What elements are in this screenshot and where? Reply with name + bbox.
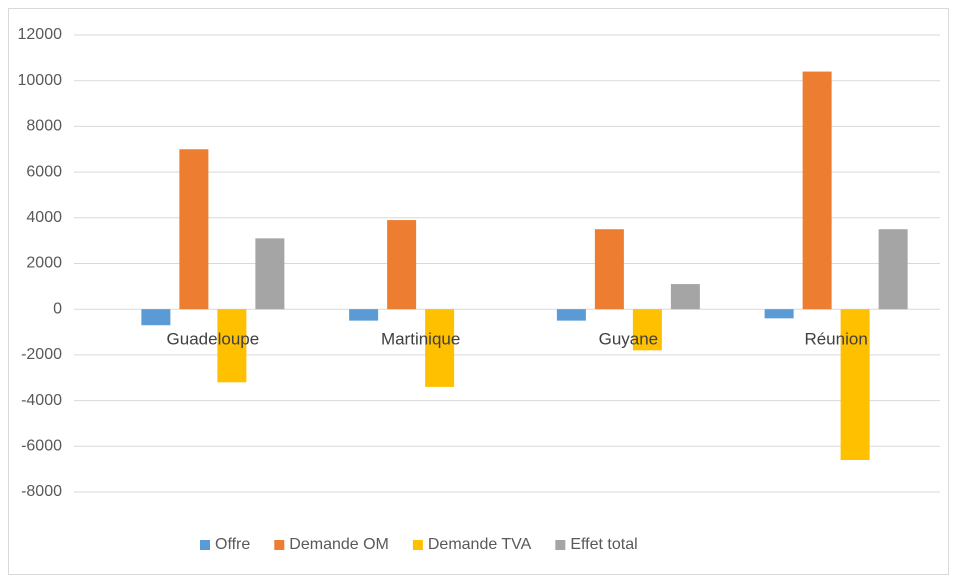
- bar: [594, 229, 624, 310]
- y-tick-label: 0: [53, 300, 62, 317]
- y-tick-label: -2000: [21, 346, 62, 363]
- bar: [632, 309, 662, 351]
- bar: [764, 309, 794, 319]
- legend-label: Effet total: [570, 536, 637, 553]
- bar: [878, 229, 908, 310]
- bar: [556, 309, 586, 321]
- legend-swatch: [555, 540, 566, 550]
- legend-label: Demande TVA: [428, 536, 532, 553]
- legend-swatch: [412, 540, 423, 550]
- bar: [802, 71, 832, 310]
- y-tick-label: 12000: [18, 26, 63, 43]
- y-tick-label: -6000: [21, 438, 62, 455]
- bar: [141, 309, 171, 326]
- x-tick-label: Réunion: [804, 329, 867, 348]
- legend-label: Demande OM: [289, 536, 389, 553]
- x-tick-label: Guadeloupe: [167, 329, 260, 348]
- y-tick-label: 6000: [26, 163, 62, 180]
- y-tick-label: -8000: [21, 483, 62, 500]
- bar: [387, 220, 417, 310]
- bar: [670, 284, 700, 310]
- x-tick-label: Guyane: [599, 329, 659, 348]
- legend-swatch: [274, 540, 285, 550]
- bar: [840, 309, 870, 461]
- y-tick-label: 4000: [26, 209, 62, 226]
- y-tick-label: -4000: [21, 392, 62, 409]
- bar: [255, 238, 285, 310]
- bar: [179, 149, 209, 310]
- legend-label: Offre: [215, 536, 250, 553]
- bar: [425, 309, 455, 387]
- chart-frame: [8, 8, 949, 575]
- y-tick-label: 2000: [26, 255, 62, 272]
- x-tick-label: Martinique: [381, 329, 460, 348]
- bar: [217, 309, 247, 383]
- y-tick-label: 8000: [26, 118, 62, 135]
- legend-swatch: [200, 540, 210, 550]
- bar: [349, 309, 379, 321]
- y-tick-label: 10000: [18, 72, 63, 89]
